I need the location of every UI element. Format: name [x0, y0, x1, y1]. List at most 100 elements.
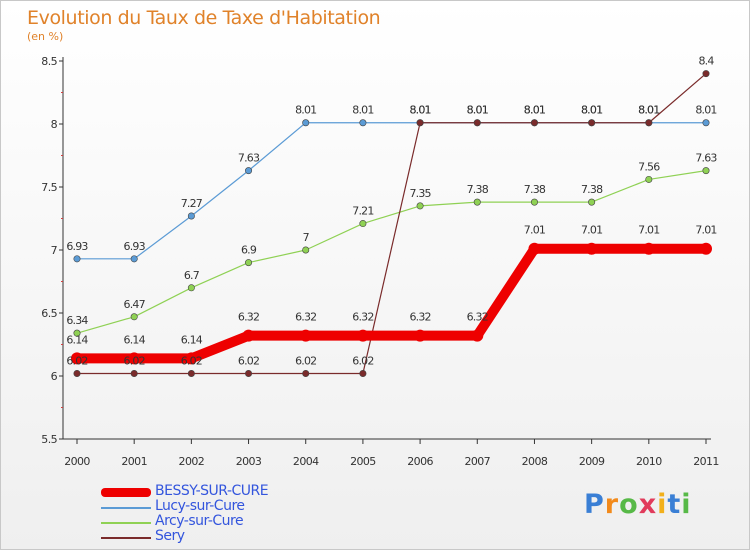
data-point: [585, 242, 598, 255]
data-label: 7.56: [638, 160, 660, 173]
legend-swatch: [101, 507, 151, 509]
data-point: [302, 369, 310, 377]
x-tick-label: 2009: [579, 455, 605, 468]
logo-letter: o: [619, 489, 639, 520]
data-point: [588, 198, 596, 206]
data-point: [299, 329, 312, 342]
data-label: 7.38: [581, 183, 603, 196]
data-point: [645, 175, 653, 183]
y-tick-label: 8.5: [41, 55, 57, 68]
logo-letter: x: [638, 489, 658, 520]
data-point: [356, 329, 369, 342]
data-point: [530, 119, 538, 127]
data-label: 8.01: [409, 104, 430, 117]
data-point: [700, 242, 712, 255]
data-label: 7.01: [524, 224, 545, 237]
x-tick-label: 2007: [464, 455, 490, 468]
data-label: 6.02: [181, 354, 202, 367]
logo-letter: r: [604, 489, 620, 520]
data-label: 6.02: [66, 354, 87, 367]
legend-label: Lucy-sur-Cure: [155, 498, 245, 514]
data-point: [359, 119, 367, 127]
data-label: 7.38: [524, 183, 546, 196]
data-point: [71, 352, 83, 365]
data-point: [187, 212, 195, 220]
data-label: 7.01: [581, 224, 602, 237]
data-label: 6.14: [124, 333, 146, 346]
data-label: 8.01: [295, 104, 316, 117]
data-point: [245, 369, 253, 377]
data-point: [187, 284, 195, 292]
data-point: [528, 242, 541, 255]
y-tick-label: 7.5: [41, 181, 57, 194]
data-point: [185, 352, 198, 365]
data-label: 6.02: [295, 354, 316, 367]
data-point: [73, 255, 81, 263]
data-point: [473, 198, 481, 206]
data-point: [130, 313, 138, 321]
data-label: 8.01: [524, 104, 545, 117]
data-label: 6.02: [352, 354, 373, 367]
x-tick-label: 2010: [636, 455, 662, 468]
y-tick-label: 6: [51, 370, 58, 383]
data-label: 8.01: [695, 104, 716, 117]
data-label: 7.21: [352, 205, 373, 218]
data-label: 6.32: [467, 311, 488, 324]
data-point: [416, 202, 424, 210]
data-point: [73, 369, 81, 377]
data-label: 6.32: [295, 311, 316, 324]
data-point: [73, 329, 81, 337]
data-point: [702, 119, 710, 127]
chart-title: Evolution du Taux de Taxe d'Habitation: [27, 7, 381, 29]
logo-letter: i: [657, 489, 668, 520]
data-point: [471, 329, 484, 342]
data-label: 7.63: [695, 152, 717, 165]
x-tick-label: 2001: [121, 455, 147, 468]
data-label: 6.02: [124, 354, 145, 367]
data-label: 7.35: [409, 187, 431, 200]
x-tick-label: 2002: [179, 455, 205, 468]
y-tick-label: 8: [51, 118, 58, 131]
data-point: [128, 352, 141, 365]
data-label: 8.01: [638, 104, 659, 117]
x-tick-label: 2008: [522, 455, 548, 468]
data-label: 6.93: [66, 240, 88, 253]
legend-label: Sery: [155, 528, 185, 544]
data-point: [187, 369, 195, 377]
data-label: 8.01: [581, 104, 602, 117]
data-label: 7.63: [238, 152, 260, 165]
series-line-bessy-sur-cure: [72, 243, 711, 364]
data-label: 6.02: [238, 354, 259, 367]
data-label: 8.01: [352, 104, 373, 117]
legend-label: Arcy-sur-Cure: [155, 513, 244, 529]
data-label: 6.47: [124, 298, 146, 311]
proxiti-logo: Proxiti: [584, 489, 692, 520]
data-point: [530, 198, 538, 206]
data-label: 8.01: [467, 104, 488, 117]
y-tick-label: 7: [51, 244, 58, 257]
x-tick-label: 2004: [293, 455, 319, 468]
data-point: [130, 255, 138, 263]
data-label: 8.01: [581, 104, 602, 117]
x-tick-label: 2011: [693, 455, 719, 468]
data-label: 6.14: [181, 333, 203, 346]
y-tick-label: 6.5: [41, 307, 57, 320]
data-label: 8.01: [524, 104, 545, 117]
data-label: 6.9: [241, 244, 257, 257]
logo-letter: P: [584, 489, 605, 520]
x-tick-label: 2000: [64, 455, 90, 468]
legend-swatch: [101, 488, 151, 497]
x-tick-label: 2003: [236, 455, 262, 468]
series-line-sery: [76, 72, 707, 375]
data-label: 6.32: [238, 311, 259, 324]
data-point: [645, 119, 653, 127]
data-label: 6.7: [184, 269, 200, 282]
data-label: 6.32: [409, 311, 430, 324]
data-point: [130, 369, 138, 377]
data-label: 6.14: [66, 333, 88, 346]
data-label: 8.01: [409, 104, 430, 117]
data-point: [642, 242, 655, 255]
data-point: [414, 329, 427, 342]
data-point: [702, 167, 710, 175]
data-label: 7.38: [467, 183, 489, 196]
